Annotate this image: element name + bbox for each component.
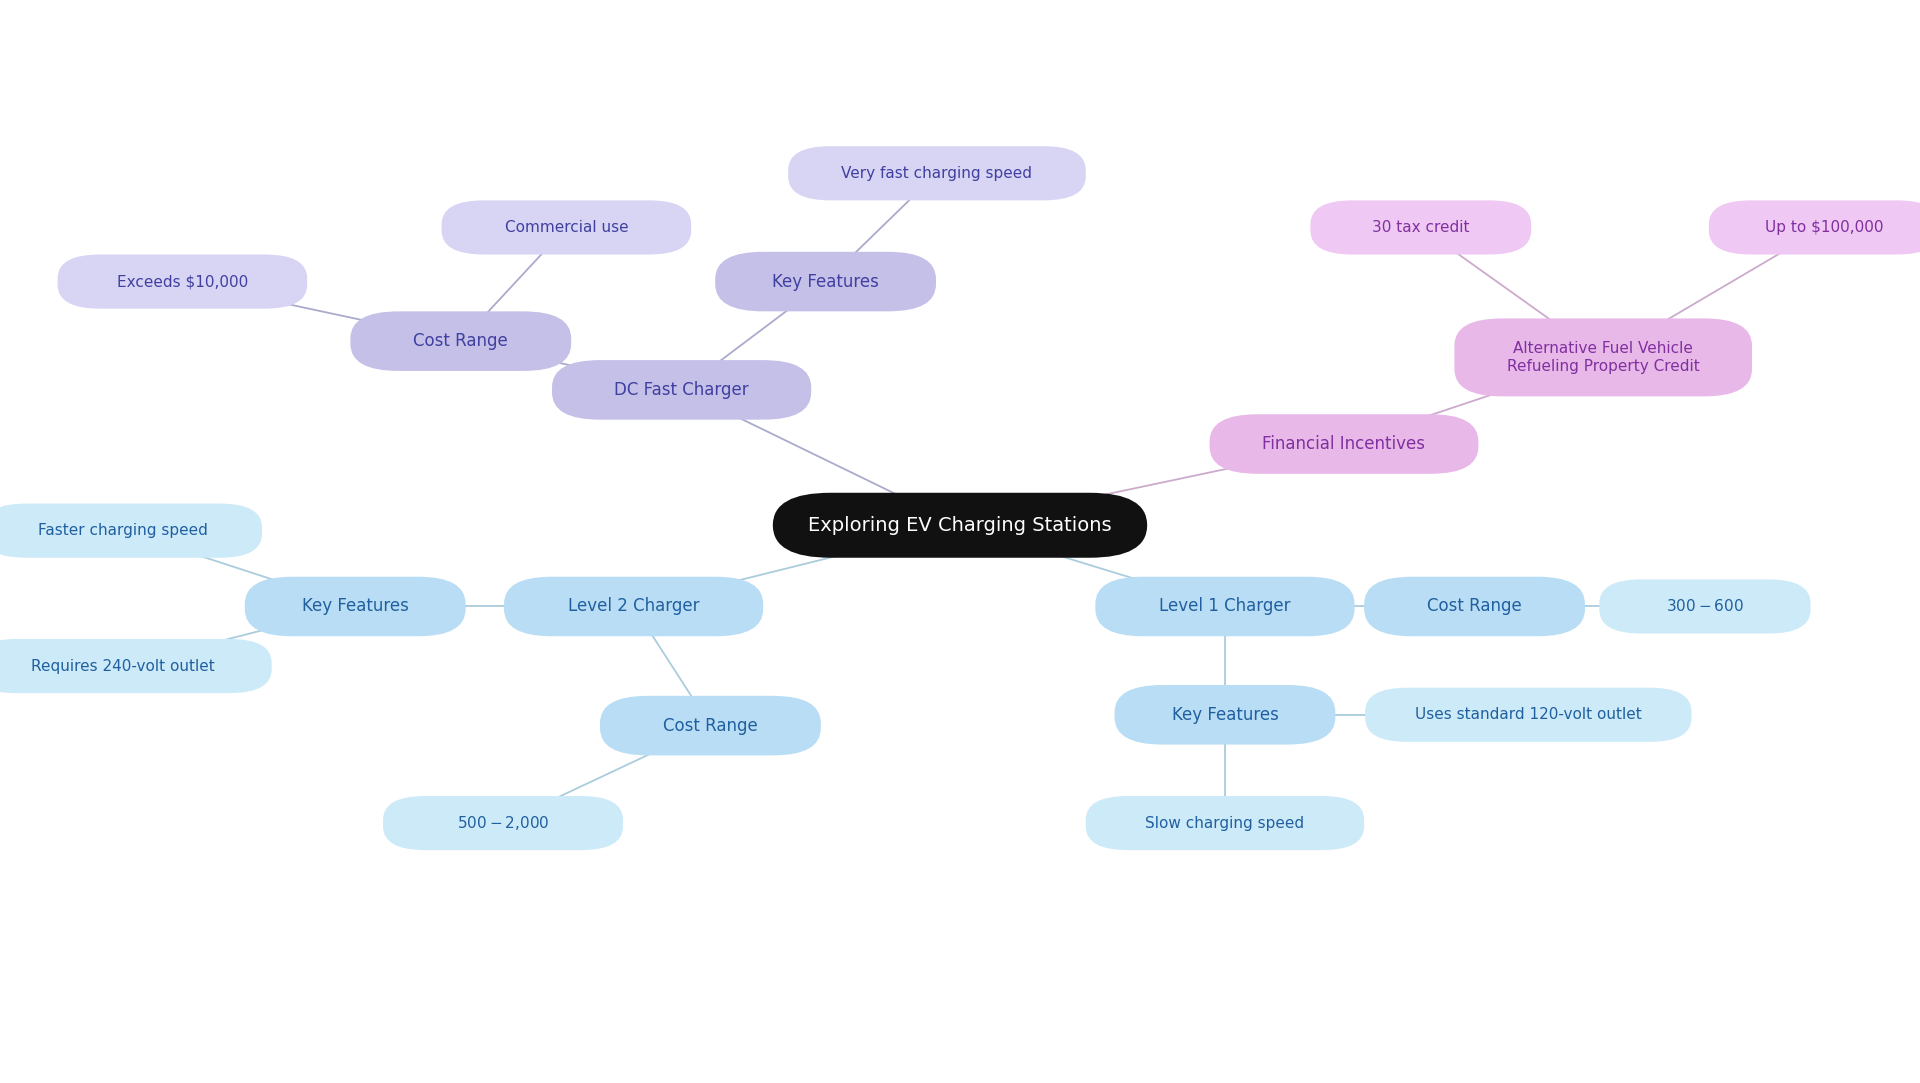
FancyBboxPatch shape [772, 493, 1146, 558]
Text: Up to $100,000: Up to $100,000 [1764, 220, 1884, 235]
Text: Financial Incentives: Financial Incentives [1263, 435, 1425, 453]
FancyBboxPatch shape [1210, 414, 1478, 474]
FancyBboxPatch shape [1363, 577, 1586, 637]
Text: Cost Range: Cost Range [413, 332, 509, 350]
Text: Exploring EV Charging Stations: Exploring EV Charging Stations [808, 516, 1112, 535]
FancyBboxPatch shape [0, 639, 273, 693]
Text: Cost Range: Cost Range [662, 717, 758, 734]
FancyBboxPatch shape [787, 146, 1087, 200]
FancyBboxPatch shape [58, 255, 307, 309]
Text: Level 2 Charger: Level 2 Charger [568, 598, 699, 615]
Text: Key Features: Key Features [772, 273, 879, 290]
Text: Alternative Fuel Vehicle
Refueling Property Credit: Alternative Fuel Vehicle Refueling Prope… [1507, 340, 1699, 375]
FancyBboxPatch shape [503, 577, 764, 637]
Text: Requires 240-volt outlet: Requires 240-volt outlet [31, 658, 215, 674]
FancyBboxPatch shape [1365, 688, 1692, 742]
FancyBboxPatch shape [553, 360, 810, 419]
Text: $300 - $600: $300 - $600 [1667, 599, 1743, 614]
FancyBboxPatch shape [442, 200, 691, 255]
FancyBboxPatch shape [246, 577, 465, 637]
FancyBboxPatch shape [384, 796, 622, 850]
FancyBboxPatch shape [1709, 200, 1920, 255]
FancyBboxPatch shape [1087, 796, 1363, 850]
Text: Faster charging speed: Faster charging speed [38, 523, 207, 538]
FancyBboxPatch shape [1599, 579, 1811, 634]
Text: Level 1 Charger: Level 1 Charger [1160, 598, 1290, 615]
Text: 30 tax credit: 30 tax credit [1373, 220, 1469, 235]
Text: Commercial use: Commercial use [505, 220, 628, 235]
Text: Slow charging speed: Slow charging speed [1146, 815, 1304, 831]
Text: Key Features: Key Features [1171, 706, 1279, 723]
Text: Exceeds $10,000: Exceeds $10,000 [117, 274, 248, 289]
Text: Cost Range: Cost Range [1427, 598, 1523, 615]
FancyBboxPatch shape [1455, 318, 1751, 396]
FancyBboxPatch shape [714, 251, 937, 312]
FancyBboxPatch shape [599, 696, 822, 756]
Text: DC Fast Charger: DC Fast Charger [614, 381, 749, 399]
FancyBboxPatch shape [1309, 200, 1532, 255]
Text: Uses standard 120-volt outlet: Uses standard 120-volt outlet [1415, 707, 1642, 722]
Text: Key Features: Key Features [301, 598, 409, 615]
FancyBboxPatch shape [0, 504, 261, 558]
FancyBboxPatch shape [349, 311, 572, 370]
Text: $500 - $2,000: $500 - $2,000 [457, 814, 549, 832]
FancyBboxPatch shape [1094, 577, 1356, 637]
Text: Very fast charging speed: Very fast charging speed [841, 166, 1033, 181]
FancyBboxPatch shape [1114, 686, 1336, 745]
